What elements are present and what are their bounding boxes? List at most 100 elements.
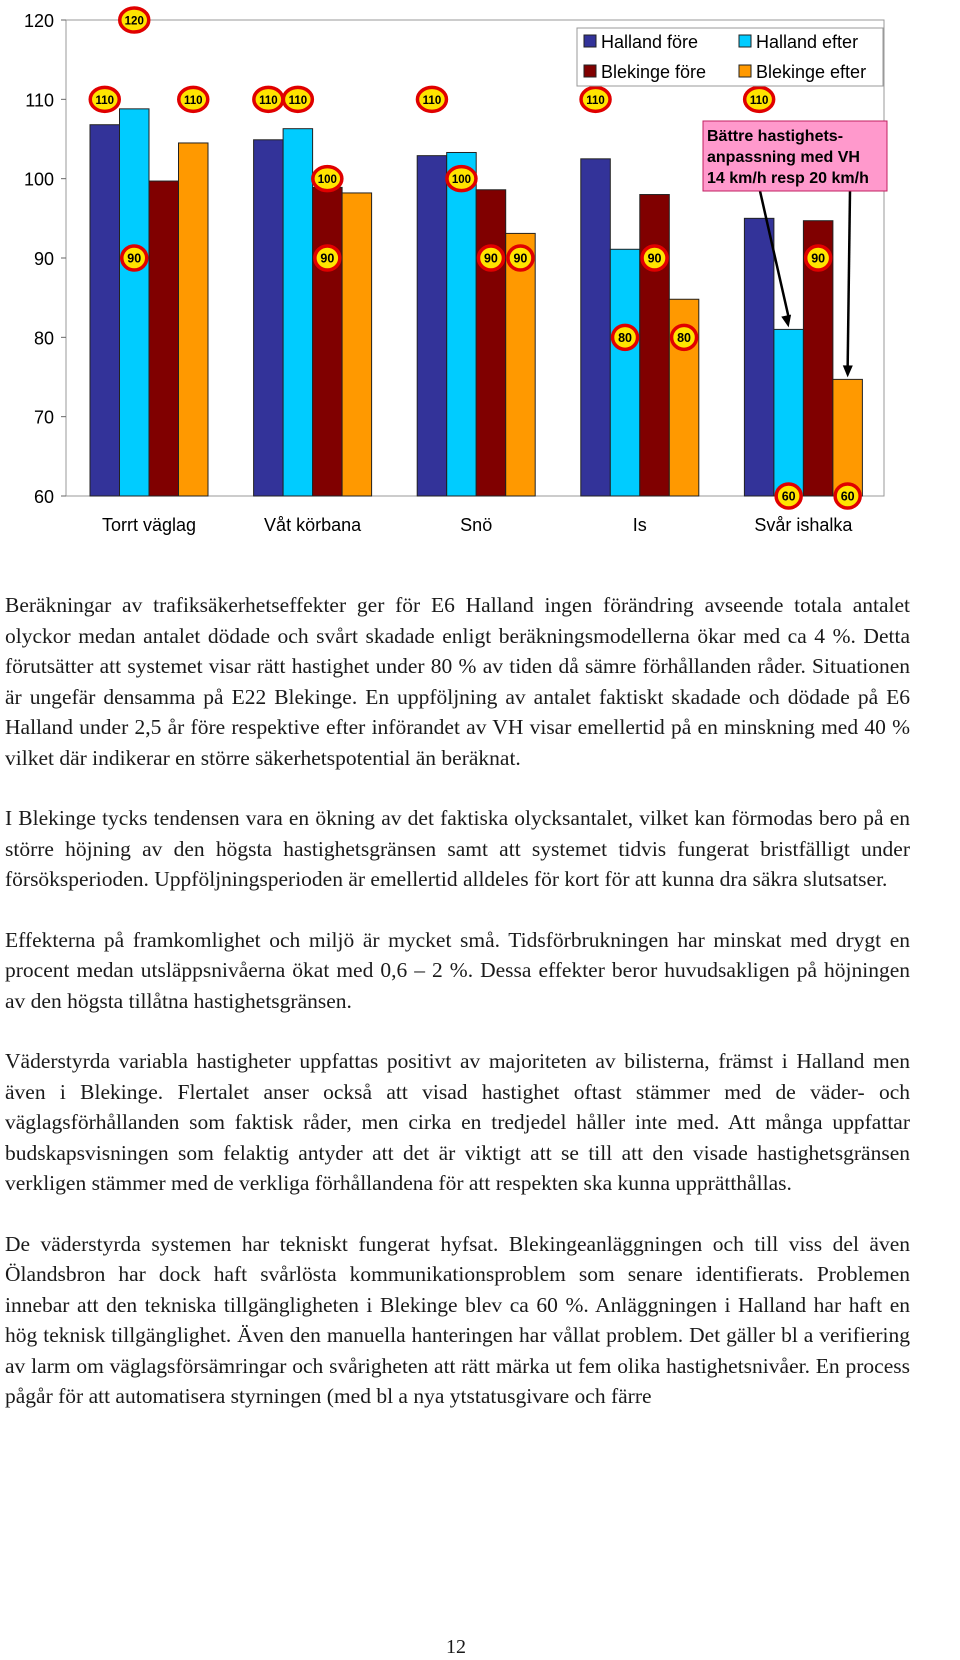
legend-label: Halland efter — [756, 32, 858, 52]
speed-sign-label: 110 — [586, 95, 605, 107]
bar — [312, 186, 343, 497]
y-tick-label: 60 — [34, 487, 54, 507]
annotation-arrowhead — [781, 314, 792, 328]
speed-sign-label: 90 — [484, 252, 498, 266]
speed-sign — [579, 85, 612, 114]
bar — [89, 124, 120, 497]
bar — [743, 217, 775, 497]
speed-sign-label: 80 — [677, 331, 691, 345]
speed-sign-label: 80 — [618, 331, 632, 345]
legend-label: Halland före — [601, 32, 698, 52]
legend-swatch — [738, 64, 752, 78]
speed-sign — [88, 85, 121, 114]
legend-swatch — [738, 34, 752, 48]
speed-sign — [833, 482, 862, 510]
legend-label: Blekinge efter — [756, 62, 866, 82]
bar — [580, 158, 611, 497]
annotation-line-1: Bättre hastighets- — [707, 128, 843, 145]
paragraph-2: I Blekinge tycks tendensen vara en öknin… — [5, 806, 910, 891]
speed-sign — [311, 164, 344, 193]
speed-sign-label: 90 — [513, 252, 527, 266]
paragraph-4: Väderstyrda variabla hastigheter uppfatt… — [5, 1049, 910, 1195]
annotation-arrow — [846, 190, 852, 368]
speed-sign — [313, 244, 342, 272]
speed-sign — [415, 85, 449, 114]
speed-sign-label: 110 — [259, 95, 278, 107]
bar — [148, 180, 179, 497]
speed-limit-signs: 110 120 90 110 110 110 100 90 110 100 90 90 110 80 90 8… — [88, 6, 862, 510]
speed-sign — [640, 244, 669, 272]
annotation-arrows — [758, 190, 853, 378]
speed-sign-label: 120 — [125, 16, 144, 28]
x-tick-label: Torrt väglag — [102, 515, 196, 535]
body-text: Beräkningar av trafiksäkerhetseffekter g… — [5, 590, 910, 1442]
bar — [773, 328, 804, 497]
speed-sign — [281, 85, 315, 114]
bar — [282, 128, 314, 497]
y-tick-label: 80 — [34, 328, 54, 348]
bar — [505, 232, 536, 497]
bar — [609, 248, 641, 497]
speed-bar-chart: 60 70 80 90 100 110 120 Torrt väglag Våt körban… — [24, 6, 888, 535]
legend-box — [576, 27, 884, 87]
speed-sign — [669, 323, 699, 352]
annotation: Bättre hastighets- anpassning med VH 14 … — [702, 120, 888, 192]
speed-sign-label: 110 — [184, 95, 203, 107]
y-tick-label: 90 — [34, 249, 54, 269]
y-axis: 60 70 80 90 100 110 120 — [24, 11, 66, 507]
speed-sign-label: 110 — [423, 95, 442, 107]
bar — [119, 108, 150, 497]
speed-sign — [803, 244, 833, 272]
legend-label: Blekinge före — [601, 62, 706, 82]
speed-sign-label: 100 — [318, 174, 337, 186]
bar — [178, 142, 209, 497]
speed-sign-label: 60 — [841, 490, 855, 504]
bar — [446, 151, 477, 497]
annotation-line-2: anpassning med VH — [707, 149, 860, 166]
bar — [639, 194, 670, 497]
annotation-box — [702, 120, 888, 192]
annotation-arrowhead — [842, 365, 853, 378]
speed-sign — [476, 244, 506, 272]
bar — [253, 139, 284, 497]
x-tick-label: Is — [633, 515, 647, 535]
speed-sign-label: 60 — [782, 490, 796, 504]
speed-sign-label: 110 — [750, 95, 769, 107]
x-tick-label: Våt körbana — [264, 515, 362, 535]
paragraph-1: Beräkningar av trafiksäkerhetseffekter g… — [5, 593, 910, 770]
speed-sign — [120, 244, 149, 272]
paragraph-5: De väderstyrda systemen har tekniskt fun… — [5, 1231, 910, 1409]
y-tick-label: 100 — [24, 170, 54, 190]
bar — [416, 155, 448, 497]
annotation-line-3: 14 km/h resp 20 km/h — [707, 170, 869, 187]
page-number: 12 — [446, 1636, 466, 1658]
bars — [89, 108, 863, 497]
speed-sign-label: 100 — [452, 174, 471, 186]
speed-sign-label: 90 — [811, 252, 825, 266]
annotation-arrow — [758, 190, 790, 318]
x-tick-label: Svår ishalka — [754, 515, 853, 535]
y-tick-label: 120 — [24, 11, 54, 31]
speed-sign — [445, 164, 478, 193]
speed-sign — [506, 244, 535, 272]
legend: Halland före Halland efter Blekinge före Bl… — [576, 27, 884, 87]
bar — [832, 378, 863, 497]
speed-sign-label: 90 — [648, 252, 662, 266]
bar — [341, 192, 373, 497]
speed-sign-label: 90 — [320, 252, 334, 266]
speed-sign-label: 110 — [95, 95, 114, 107]
speed-sign — [610, 323, 640, 352]
legend-swatch — [583, 64, 597, 78]
speed-sign — [774, 482, 803, 510]
speed-sign — [177, 85, 210, 114]
speed-sign — [742, 85, 776, 114]
speed-sign-label: 110 — [289, 95, 308, 107]
legend-swatch — [583, 34, 597, 48]
y-tick-label: 70 — [34, 408, 54, 428]
paragraph-3: Effekterna på framkomlighet och miljö är… — [5, 927, 910, 1013]
y-tick-label: 110 — [25, 90, 54, 110]
speed-sign — [118, 6, 151, 34]
bar — [475, 189, 507, 497]
x-tick-label: Snö — [460, 515, 492, 535]
x-axis: Torrt väglag Våt körbana Snö Is Svår ishalka — [102, 515, 853, 535]
